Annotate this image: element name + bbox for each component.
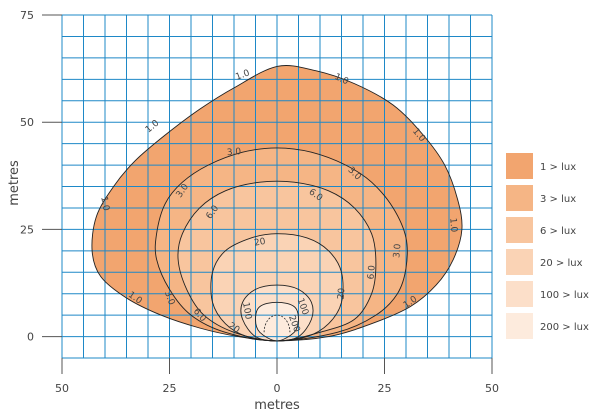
legend-swatch bbox=[506, 185, 533, 211]
legend-label: 20 > lux bbox=[540, 258, 583, 269]
legend-swatch bbox=[506, 313, 533, 339]
y-axis-label: metres bbox=[7, 160, 22, 206]
legend-label: 1 > lux bbox=[540, 162, 576, 173]
contour-label: 6.0 bbox=[366, 264, 377, 279]
legend-label: 200 > lux bbox=[540, 322, 589, 333]
contour-line-6 bbox=[177, 180, 377, 342]
x-tick-label: 25 bbox=[163, 382, 177, 395]
contour-labels: 1.01.01.01.0 1.01.01.01.03.03.03.03.03.06… bbox=[98, 68, 458, 336]
legend: 1 > lux 3 > lux 6 > lux 20 > lux 100 > lux 20… bbox=[506, 153, 589, 339]
contour-line-200 bbox=[255, 301, 299, 342]
contour-line-1 bbox=[91, 65, 463, 342]
y-tick-label: 0 bbox=[27, 331, 34, 344]
contour-label: 3.0 bbox=[162, 290, 176, 307]
contour-lines bbox=[91, 65, 463, 342]
contour-label: 3.0 bbox=[226, 147, 241, 158]
legend-label: 3 > lux bbox=[540, 194, 576, 205]
x-tick-label: 50 bbox=[485, 382, 499, 395]
legend-swatch bbox=[506, 281, 533, 307]
legend-label: 6 > lux bbox=[540, 226, 576, 237]
contour-line-3 bbox=[154, 147, 408, 342]
x-axis-label: metres bbox=[254, 398, 300, 412]
contour-label: 3.0 bbox=[392, 243, 403, 258]
contour-label: 20 bbox=[337, 287, 348, 300]
contour-label: 1.0 bbox=[234, 68, 251, 82]
contour-label: 20 bbox=[253, 237, 266, 249]
legend-swatch bbox=[506, 249, 533, 275]
contour-label: 1.0 bbox=[98, 196, 110, 212]
x-tick-label: 0 bbox=[274, 382, 281, 395]
grid bbox=[61, 14, 493, 359]
legend-swatch bbox=[506, 153, 533, 179]
x-tick-label: 25 bbox=[378, 382, 392, 395]
axes: 75 50 25 0 50 25 0 25 50 metres metres bbox=[7, 9, 499, 413]
contour-label: 1.0 bbox=[144, 118, 162, 135]
legend-label: 100 > lux bbox=[540, 290, 589, 301]
legend-swatch bbox=[506, 217, 533, 243]
contour-line-20 bbox=[210, 233, 344, 342]
contour-line-100 bbox=[240, 284, 314, 342]
contour-label: 1.0 bbox=[447, 218, 458, 233]
y-tick-label: 75 bbox=[20, 9, 34, 22]
x-tick-label: 50 bbox=[55, 382, 69, 395]
y-tick-label: 25 bbox=[20, 223, 34, 236]
y-tick-label: 50 bbox=[20, 116, 34, 129]
contour-label: 100 bbox=[240, 302, 253, 321]
